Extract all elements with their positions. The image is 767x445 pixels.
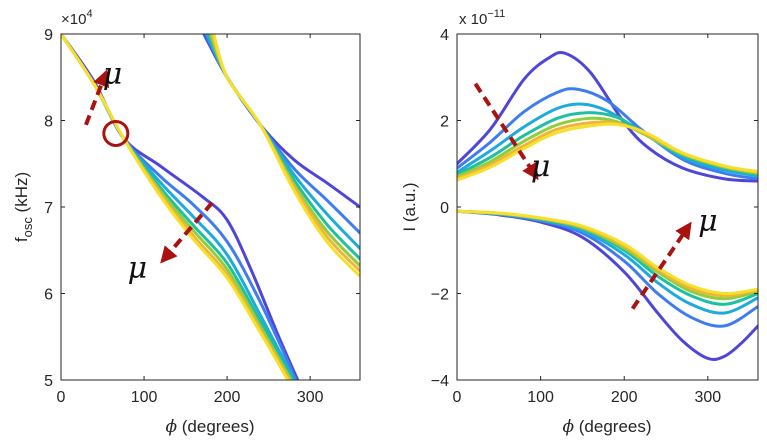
y-axis-label: I (a.u.): [400, 182, 419, 231]
y-tick-label: −4: [431, 373, 449, 390]
tick-group: 0 100 200 300 5 6 7 8 9: [44, 27, 360, 406]
series-group: [457, 50, 758, 361]
y-tick-label: 4: [440, 27, 449, 44]
mu-label: μ: [128, 251, 148, 286]
mu-arrow: [630, 221, 692, 310]
y-exponent: ×104: [61, 8, 93, 28]
annotation-group: μμ: [84, 57, 214, 286]
series-line-mu2-branch-1: [457, 87, 758, 181]
y-tick-label: 6: [44, 287, 53, 304]
y-tick-label: 0: [440, 200, 449, 217]
plot-area: [457, 34, 758, 380]
x-tick-label: 0: [453, 389, 462, 406]
x-tick-label: 300: [694, 389, 721, 406]
tick-group: 0 100 200 300 −4 −2 0 2 4: [431, 27, 758, 406]
mu-label: μ: [103, 57, 123, 92]
mu-label: μ: [698, 204, 718, 239]
x-tick-label: 100: [527, 389, 554, 406]
x-axis-label: ϕ (degrees): [562, 417, 651, 437]
series-line-mu7-branch-2: [457, 209, 758, 296]
series-line-mu7-branch-2: [212, 34, 360, 278]
mu-arrow: [160, 201, 214, 264]
mu-arrow: [84, 69, 110, 126]
y-tick-label: 7: [44, 200, 53, 217]
x-tick-label: 200: [214, 389, 241, 406]
y-exponent: x 10−11: [459, 8, 505, 28]
y-tick-label: 9: [44, 27, 53, 44]
series-line-mu1-branch-1: [457, 50, 758, 183]
y-tick-label: 2: [440, 114, 449, 131]
x-axis-label: ϕ (degrees): [165, 417, 254, 437]
highlight-circle: [102, 119, 130, 147]
series-line-mu7-branch-1: [457, 122, 758, 182]
x-tick-label: 100: [131, 389, 158, 406]
y-axis-label: fosc (kHz): [12, 172, 35, 242]
mu-arrow: [473, 82, 539, 181]
series-line-mu3-branch-1: [457, 102, 758, 178]
x-tick-label: 0: [57, 389, 66, 406]
y-tick-label: −2: [431, 287, 449, 304]
annotation-group: μμ: [473, 82, 718, 310]
y-tick-label: 8: [44, 114, 53, 131]
mu-label: μ: [531, 150, 551, 185]
x-tick-label: 200: [611, 389, 638, 406]
y-tick-label: 5: [44, 373, 53, 390]
x-tick-label: 300: [297, 389, 324, 406]
